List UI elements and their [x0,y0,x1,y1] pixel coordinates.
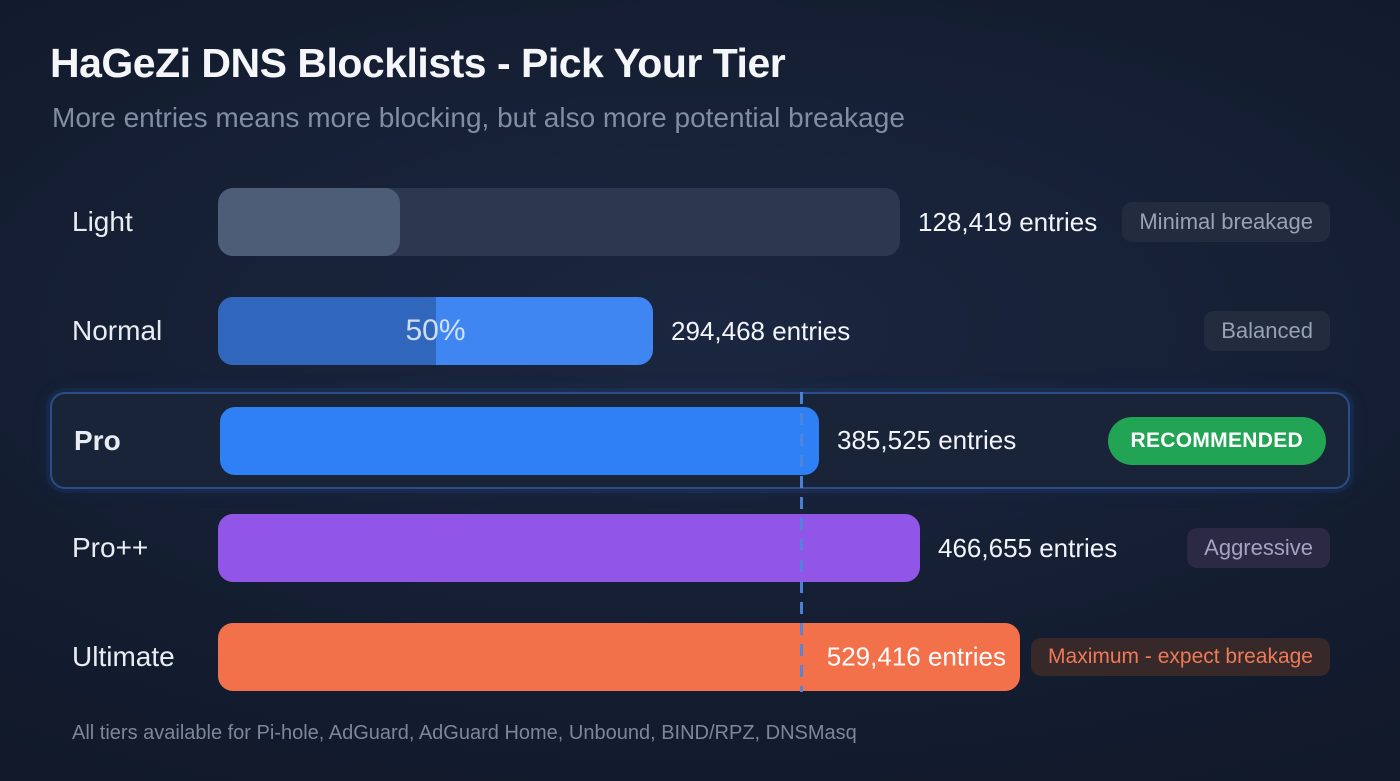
tier-bar-propp [218,514,920,582]
tier-label-ultimate: Ultimate [72,641,175,672]
tier-badge-normal: Balanced [1204,311,1330,351]
recommended-badge: RECOMMENDED [1107,416,1326,465]
tier-row-normal[interactable]: Normal 50% 294,468 entries Balanced [0,297,1330,365]
dashed-reference-line [800,392,803,692]
tier-row-propp[interactable]: Pro++ 466,655 entries Aggressive [0,514,1330,582]
entries-count-normal: 294,468 entries [671,315,851,346]
tier-bar-fill-light [218,188,400,256]
percent-label: 50% [405,314,466,347]
entries-count-light: 128,419 entries [918,206,1098,237]
tier-label-propp: Pro++ [72,532,149,563]
entries-count-pro: 385,525 entries [837,425,1017,455]
tier-row-ultimate[interactable]: Ultimate 529,416 entries Maximum - expec… [0,623,1330,691]
tier-bar-normal: 50% [218,297,653,365]
tier-bar-ultimate: 529,416 entries [218,623,1020,691]
tier-bar-half-overlay: 50% [218,297,466,365]
tier-label-light: Light [72,206,133,237]
tier-badge-ultimate: Maximum - expect breakage [1031,638,1330,676]
tier-label-normal: Normal [72,315,163,346]
tier-row-light[interactable]: Light 128,419 entries Minimal breakage [0,188,1330,256]
entries-count-ultimate: 529,416 entries [826,641,1006,672]
page-title: HaGeZi DNS Blocklists - Pick Your Tier [50,40,786,86]
tier-badge-light: Minimal breakage [1122,202,1330,242]
tier-bar-pro [220,406,819,475]
page-subtitle: More entries means more blocking, but al… [52,102,905,133]
tier-row-pro: Pro 385,525 entries RECOMMENDED [52,394,1348,487]
tier-row-pro-highlight[interactable]: Pro 385,525 entries RECOMMENDED [50,392,1350,489]
tier-label-pro: Pro [74,424,121,456]
tier-bar-track-light [218,188,900,256]
entries-count-propp: 466,655 entries [938,532,1118,563]
compatibility-footnote: All tiers available for Pi-hole, AdGuard… [72,722,857,744]
tier-badge-propp: Aggressive [1187,528,1330,568]
